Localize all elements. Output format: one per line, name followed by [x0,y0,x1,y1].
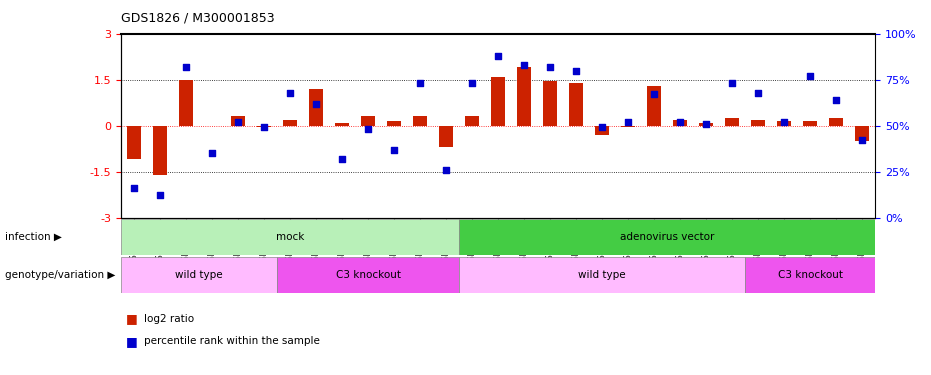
Text: adenovirus vector: adenovirus vector [620,232,714,242]
Bar [517,68,532,126]
Point [698,121,713,127]
Bar [121,219,459,255]
Point [829,97,843,103]
Text: log2 ratio: log2 ratio [144,314,195,324]
Bar [121,257,277,292]
Point [621,119,636,125]
Point [412,80,427,86]
Bar [465,117,479,126]
Bar [829,118,843,126]
Bar [387,121,401,126]
Bar [361,117,375,126]
Point [386,147,401,153]
Point [750,90,765,96]
Point [231,119,246,125]
Bar [595,126,609,135]
Point [595,124,610,130]
Bar [647,86,661,126]
Bar [283,120,297,126]
Text: infection ▶: infection ▶ [5,232,61,242]
Point [647,92,662,98]
Point [465,80,479,86]
Bar [335,123,349,126]
Bar [459,219,875,255]
Bar [699,123,713,126]
Text: GDS1826 / M300001853: GDS1826 / M300001853 [121,11,275,24]
Point [257,124,272,130]
Text: mock: mock [276,232,304,242]
Bar [621,126,635,127]
Bar [569,83,583,126]
Text: C3 knockout: C3 knockout [777,270,843,280]
Point [439,167,453,173]
Point [855,137,870,143]
Bar [179,80,194,126]
Bar [777,121,791,126]
Point [360,126,375,132]
Point [153,192,168,198]
Bar [277,257,459,292]
Point [283,90,298,96]
Bar [751,120,765,126]
Text: genotype/variation ▶: genotype/variation ▶ [5,270,115,280]
Bar [413,117,427,126]
Point [179,64,194,70]
Point [517,62,532,68]
Bar [745,257,875,292]
Point [569,68,584,74]
Bar [231,117,245,126]
Bar [725,118,739,126]
Text: wild type: wild type [175,270,223,280]
Text: percentile rank within the sample: percentile rank within the sample [144,336,320,346]
Bar [491,76,506,126]
Bar [439,126,453,147]
Point [308,100,323,106]
Text: ■: ■ [126,312,138,325]
Point [127,185,142,191]
Text: wild type: wild type [578,270,626,280]
Bar [309,89,323,126]
Bar [257,126,271,127]
Point [673,119,688,125]
Point [334,156,349,162]
Bar [673,120,687,126]
Bar [127,126,142,159]
Point [776,119,791,125]
Point [491,53,506,59]
Point [724,80,739,86]
Bar [459,257,745,292]
Bar [855,126,870,141]
Text: ■: ■ [126,335,138,348]
Point [803,73,817,79]
Bar [153,126,168,175]
Point [205,150,220,156]
Text: C3 knockout: C3 knockout [335,270,400,280]
Point [543,64,558,70]
Bar [543,81,558,126]
Bar [803,121,817,126]
